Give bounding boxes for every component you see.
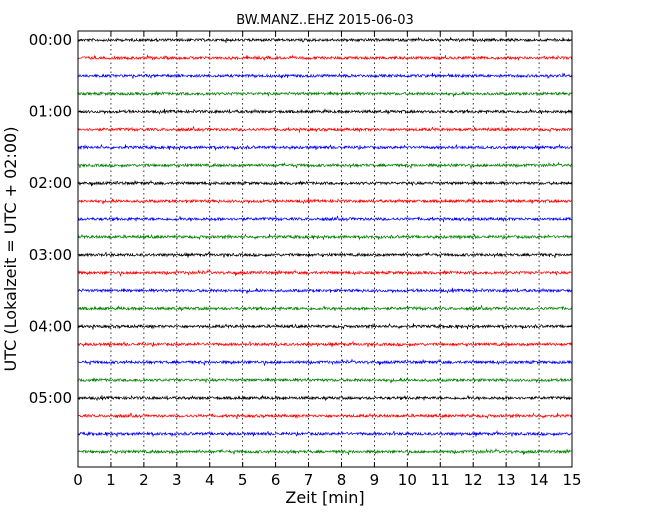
trace-0 [77, 36, 573, 44]
traces [77, 36, 573, 457]
x-tick-label-5: 5 [238, 471, 248, 489]
y-tick-label-1: 01:00 [29, 103, 72, 121]
trace-11 [77, 233, 573, 241]
x-tick-label-13: 13 [497, 471, 516, 489]
trace-14 [77, 287, 573, 294]
trace-4 [77, 108, 573, 115]
x-tick-label-11: 11 [431, 471, 450, 489]
trace-2 [77, 72, 573, 80]
x-tick-label-9: 9 [370, 471, 380, 489]
x-tick-labels: 0 1 2 3 4 5 6 7 8 9 10 11 12 13 14 15 [73, 471, 581, 489]
trace-5 [77, 126, 573, 133]
y-tick-label-3: 03:00 [29, 246, 72, 264]
trace-19 [77, 377, 573, 384]
trace-7 [77, 161, 573, 170]
x-tick-label-4: 4 [205, 471, 215, 489]
x-tick-label-8: 8 [337, 471, 347, 489]
grid-lines [110, 31, 540, 467]
x-tick-label-10: 10 [398, 471, 417, 489]
trace-13 [77, 268, 573, 278]
trace-3 [77, 90, 573, 97]
plot-frame [77, 30, 573, 468]
x-tick-label-7: 7 [304, 471, 314, 489]
trace-10 [77, 215, 573, 223]
trace-20 [77, 394, 573, 402]
x-tick-label-2: 2 [139, 471, 149, 489]
trace-6 [77, 143, 573, 152]
x-tick-label-15: 15 [562, 471, 581, 489]
y-tick-label-5: 05:00 [29, 389, 72, 407]
trace-18 [77, 358, 573, 367]
y-tick-label-0: 00:00 [29, 31, 72, 49]
y-axis-label: UTC (Lokalzeit = UTC + 02:00) [1, 127, 20, 372]
trace-21 [77, 412, 573, 420]
trace-23 [77, 447, 573, 457]
trace-15 [77, 305, 573, 312]
y-tick-label-4: 04:00 [29, 317, 72, 335]
x-tick-label-3: 3 [172, 471, 182, 489]
x-tick-label-0: 0 [73, 471, 83, 489]
trace-1 [77, 54, 573, 62]
y-tick-label-2: 02:00 [29, 174, 72, 192]
trace-17 [77, 340, 573, 348]
x-tick-label-1: 1 [106, 471, 116, 489]
trace-12 [77, 250, 573, 259]
x-tick-label-14: 14 [530, 471, 549, 489]
trace-8 [77, 179, 573, 187]
x-tick-label-6: 6 [271, 471, 281, 489]
chart-title: BW.MANZ..EHZ 2015-06-03 [236, 13, 414, 28]
x-axis-label: Zeit [min] [285, 488, 364, 507]
trace-9 [77, 197, 573, 205]
trace-22 [77, 429, 573, 438]
y-tick-labels: 00:00 01:00 02:00 03:00 04:00 05:00 [29, 31, 72, 407]
x-tick-label-12: 12 [464, 471, 483, 489]
trace-16 [77, 322, 573, 331]
